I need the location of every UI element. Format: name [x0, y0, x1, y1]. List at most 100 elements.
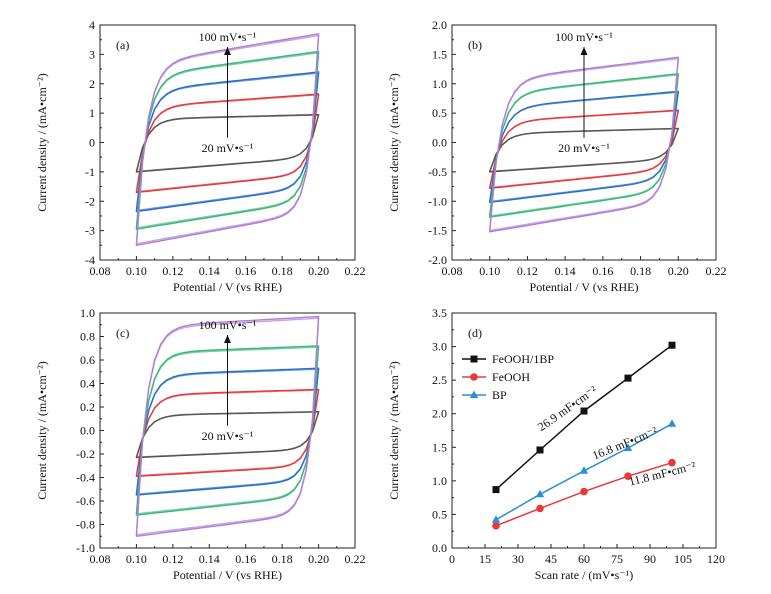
x-axis-title: Potential / V (vs RHE)	[173, 280, 282, 294]
y-tick-label: 2	[89, 77, 95, 91]
y-tick-label: 1.0	[432, 474, 447, 488]
x-tick-label: 0.12	[517, 264, 538, 278]
cv-curve-80-cycle2	[135, 346, 320, 515]
y-tick-label: 3.0	[432, 340, 447, 354]
cv-curve-20-cycle2	[489, 127, 679, 173]
slope-label-FeOOH: 11.8 mF•cm⁻²	[627, 458, 697, 488]
point-FeOOH	[624, 472, 632, 480]
x-tick-label: 0.20	[308, 552, 329, 566]
x-tick-label: 0.22	[345, 552, 366, 566]
cv-curve-20-cycle2	[135, 411, 320, 458]
cv-curve-40-cycle2	[135, 94, 320, 193]
y-tick-label: 0.4	[80, 377, 95, 391]
panel-1: 0.08 0.10 0.12 0.14 0.16 0.18 0.20 0.22 -4 -3 -2 -1…	[35, 18, 366, 294]
panel-3: 0.08 0.10 0.12 0.14 0.16 0.18 0.20 0.22 -1.0 -0.8…	[35, 306, 366, 582]
cv-curve-60	[135, 367, 320, 496]
y-tick-label: -1	[85, 165, 95, 179]
cv-curve-40-cycle2	[489, 110, 679, 189]
legend-marker	[469, 390, 479, 398]
y-tick-label: -0.4	[76, 471, 95, 485]
point-FeOOH/1BP	[536, 446, 544, 454]
cv-curve-60-cycle2	[489, 91, 679, 203]
annotation-top: 100 mV•s⁻¹	[199, 30, 257, 44]
point-FeOOH/1BP	[492, 486, 500, 494]
annotation-bottom: 20 mV•s⁻¹	[202, 141, 254, 155]
cv-curve-80	[135, 345, 320, 516]
x-tick-label: 0.08	[90, 264, 111, 278]
point-FeOOH	[536, 504, 544, 513]
x-tick-label: 0.12	[162, 264, 183, 278]
legend-label: FeOOH	[492, 370, 530, 384]
legend-marker	[470, 355, 478, 363]
x-axis-title: Potential / V (vs RHE)	[173, 568, 282, 582]
x-tick-label: 120	[707, 552, 725, 566]
point-BP	[667, 419, 677, 427]
legend-label: FeOOH/1BP	[492, 352, 554, 366]
x-tick-label: 15	[479, 552, 491, 566]
panel-2: 0.08 0.10 0.12 0.14 0.16 0.18 0.20 0.22 -2.0 -1.5…	[387, 18, 727, 294]
panel-4: 0 15 30 45 60 75 90 105 120 0.0 0.5 1.0 1.5 2.0 2.5 3.0…	[387, 306, 725, 582]
x-tick-label: 45	[545, 552, 557, 566]
x-tick-label: 0.18	[272, 264, 293, 278]
y-tick-label: -0.2	[76, 447, 95, 461]
x-tick-label: 105	[674, 552, 692, 566]
y-axis-title: Current density / (mA•cm⁻²)	[387, 73, 401, 211]
x-tick-label: 0.10	[126, 552, 147, 566]
point-FeOOH	[668, 458, 676, 467]
y-axis-title: Current density / (mA•cm⁻²)	[35, 73, 49, 211]
x-axis-title: Scan rate / (mV•s⁻¹)	[535, 568, 633, 582]
slope-label-BP: 16.8 mF•cm⁻²	[590, 424, 659, 463]
x-tick-label: 90	[644, 552, 656, 566]
y-tick-label: -1.5	[428, 224, 447, 238]
y-tick-label: 2.5	[432, 373, 447, 387]
y-tick-label: -0.5	[428, 165, 447, 179]
annotation-bottom: 20 mV•s⁻¹	[202, 429, 254, 443]
x-tick-label: 0.14	[199, 264, 220, 278]
cv-curve-100	[135, 33, 320, 246]
cv-curve-80	[489, 73, 679, 218]
y-axis-title: Current density / (mA•cm⁻²)	[35, 361, 49, 499]
cv-curve-100-cycle2	[489, 57, 679, 232]
y-tick-label: 4	[89, 18, 95, 32]
point-FeOOH/1BP	[580, 407, 588, 415]
annotation-bottom: 20 mV•s⁻¹	[558, 141, 610, 155]
x-tick-label: 60	[578, 552, 590, 566]
x-tick-label: 30	[512, 552, 524, 566]
y-tick-label: 0.0	[432, 541, 447, 555]
x-tick-label: 0.16	[235, 552, 256, 566]
y-tick-label: 0.5	[432, 507, 447, 521]
y-tick-label: 1.0	[80, 306, 95, 320]
cv-curve-100-cycle2	[135, 317, 320, 536]
y-tick-label: -0.8	[76, 518, 95, 532]
y-tick-label: 1.0	[432, 77, 447, 91]
arrow-head	[224, 47, 231, 55]
annotation-top: 100 mV•s⁻¹	[555, 30, 613, 44]
panel-label: (c)	[116, 326, 129, 340]
x-tick-label: 0.22	[706, 264, 727, 278]
panel-label: (a)	[116, 38, 129, 52]
x-tick-label: 0.20	[668, 264, 689, 278]
x-tick-label: 0.14	[199, 552, 220, 566]
y-tick-label: -2	[85, 194, 95, 208]
annotation-top: 100 mV•s⁻¹	[199, 318, 257, 332]
point-FeOOH/1BP	[668, 341, 676, 349]
x-tick-label: 0.18	[272, 552, 293, 566]
point-BP	[623, 443, 633, 451]
y-tick-label: 2.0	[432, 407, 447, 421]
cv-curve-40-cycle2	[135, 389, 320, 477]
panel-label: (b)	[468, 38, 482, 52]
x-tick-label: 0.08	[442, 264, 463, 278]
point-FeOOH	[580, 487, 588, 496]
cv-curve-100-cycle2	[135, 34, 320, 245]
y-tick-label: 1.5	[432, 440, 447, 454]
y-tick-label: 0	[89, 136, 95, 150]
x-tick-label: 0.16	[235, 264, 256, 278]
arrow-head	[224, 335, 231, 343]
x-tick-label: 0.08	[90, 552, 111, 566]
x-tick-label: 0.14	[555, 264, 576, 278]
x-tick-label: 0.20	[308, 264, 329, 278]
point-FeOOH	[492, 522, 500, 530]
legend-label: BP	[492, 388, 507, 402]
y-tick-label: -1.0	[76, 541, 95, 555]
panel-label: (d)	[468, 326, 482, 340]
